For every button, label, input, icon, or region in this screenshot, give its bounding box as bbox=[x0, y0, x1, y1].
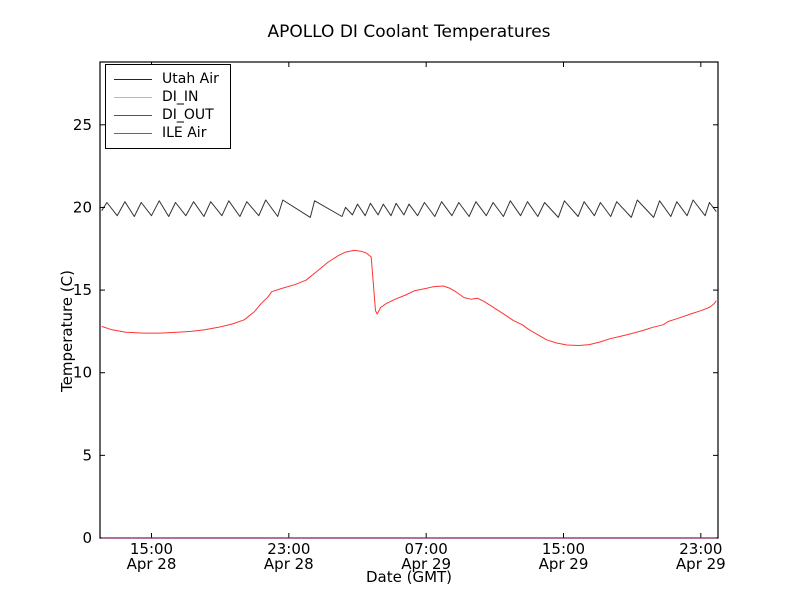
y-axis-label: Temperature (C) bbox=[58, 270, 76, 392]
di-in-line-swatch bbox=[114, 96, 152, 98]
chart-title: APOLLO DI Coolant Temperatures bbox=[267, 22, 551, 42]
legend-item-utah-air: Utah Air bbox=[114, 70, 222, 88]
x-axis-label: Date (GMT) bbox=[365, 568, 453, 586]
y-tick-label: 15 bbox=[73, 281, 92, 299]
y-tick-label: 5 bbox=[82, 446, 92, 464]
y-tick-label: 20 bbox=[73, 198, 92, 216]
legend-label-utah-air: Utah Air bbox=[162, 71, 219, 87]
legend-item-ile-air: ILE Air bbox=[114, 124, 222, 142]
utah-air-line-swatch bbox=[114, 78, 152, 80]
x-tick-date-label: Apr 29 bbox=[401, 555, 451, 573]
series-line-utah-air bbox=[101, 199, 717, 218]
x-tick-date-label: Apr 29 bbox=[539, 555, 589, 573]
x-tick-time-label: 15:00 bbox=[542, 540, 585, 558]
x-tick-time-label: 07:00 bbox=[405, 540, 448, 558]
legend-label-di-out: DI_OUT bbox=[162, 107, 214, 123]
x-tick-date-label: Apr 28 bbox=[264, 555, 314, 573]
x-tick-date-label: Apr 29 bbox=[676, 555, 726, 573]
x-tick-time-label: 23:00 bbox=[679, 540, 722, 558]
x-tick-time-label: 15:00 bbox=[130, 540, 173, 558]
di-out-line-swatch bbox=[114, 114, 152, 116]
series-line-ile-air bbox=[101, 249, 717, 346]
legend-item-di-in: DI_IN bbox=[114, 88, 222, 106]
y-tick-label: 0 bbox=[82, 529, 92, 547]
legend-item-di-out: DI_OUT bbox=[114, 106, 222, 124]
legend-label-di-in: DI_IN bbox=[162, 89, 199, 105]
x-tick-time-label: 23:00 bbox=[267, 540, 310, 558]
legend-label-ile-air: ILE Air bbox=[162, 125, 207, 141]
ile-air-line-swatch bbox=[114, 132, 152, 134]
x-tick-date-label: Apr 28 bbox=[127, 555, 177, 573]
legend-box: Utah Air DI_IN DI_OUT ILE Air bbox=[105, 64, 231, 149]
y-tick-label: 10 bbox=[73, 364, 92, 382]
y-tick-label: 25 bbox=[73, 116, 92, 134]
